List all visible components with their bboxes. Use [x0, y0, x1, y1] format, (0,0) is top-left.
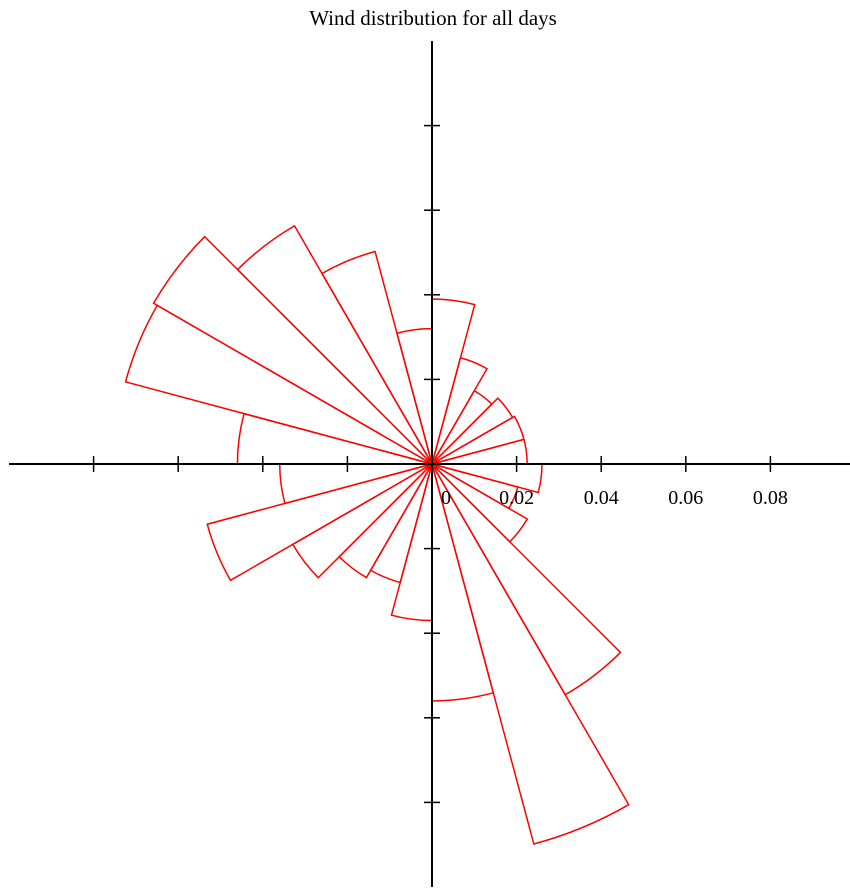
x-tick-label: 0.02 [499, 487, 534, 509]
wind-sector-21 [431, 463, 529, 543]
x-tick-label: 0.08 [753, 487, 788, 509]
wind-sector-9 [152, 235, 433, 465]
wind-sector-5 [431, 298, 476, 465]
wind-sector-1 [431, 415, 525, 465]
wind-sector-11 [236, 412, 433, 465]
wind-sector-14 [291, 463, 433, 579]
x-tick-label: 0 [441, 487, 451, 509]
wind-sector-20 [431, 463, 622, 696]
wind-sector-3 [431, 389, 493, 465]
chart-title: Wind distribution for all days [309, 6, 557, 30]
wind-sector-10 [124, 304, 433, 465]
wind-sector-17 [390, 463, 433, 622]
x-tick-label: 0.06 [668, 487, 703, 509]
wind-sector-13 [206, 463, 433, 582]
wind-sector-15 [338, 463, 433, 579]
wind-sector-19 [431, 463, 630, 845]
wind-sector-8 [236, 224, 433, 465]
axes-layer: 0 0.02 0.04 0.06 0.08 [9, 41, 850, 887]
x-tick-label: 0.04 [584, 487, 619, 509]
bars-layer [124, 224, 630, 845]
wind-sector-2 [431, 397, 514, 465]
